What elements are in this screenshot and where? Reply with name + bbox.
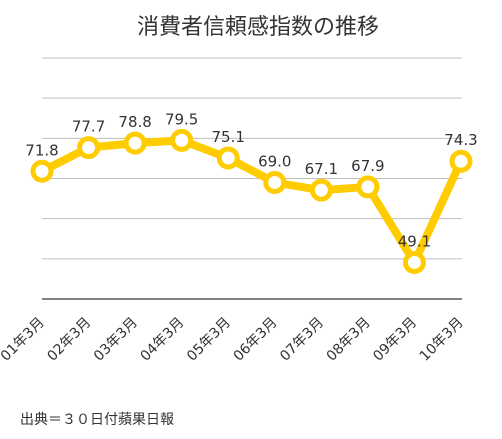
- x-tick-label: 03年3月: [91, 315, 141, 365]
- x-tick-label: 02年3月: [44, 315, 94, 365]
- data-point: [216, 146, 240, 170]
- data-label: 67.9: [351, 157, 384, 175]
- data-label: 69.0: [258, 153, 291, 171]
- data-label: 79.5: [165, 110, 198, 128]
- grid-lines: [42, 57, 462, 260]
- data-labels: 71.8 77.7 78.8 79.5 75.1 69.0 67.1 67.9 49.1 74.3: [25, 110, 477, 250]
- series-line-path: [38, 136, 465, 267]
- x-tick-label: 01年3月: [0, 315, 48, 365]
- data-markers: [30, 128, 473, 274]
- data-point: [170, 128, 194, 152]
- data-label: 78.8: [118, 113, 151, 131]
- x-tick-label: 08年3月: [324, 315, 374, 365]
- data-point: [449, 149, 473, 173]
- data-point: [30, 159, 54, 183]
- chart-title: 消費者信頼感指数の推移: [137, 15, 379, 40]
- data-label: 75.1: [212, 128, 245, 146]
- data-point: [402, 250, 426, 274]
- data-label: 74.3: [444, 131, 477, 149]
- data-point: [263, 171, 287, 195]
- data-label: 77.7: [72, 118, 105, 136]
- data-label: 71.8: [25, 141, 58, 159]
- data-point: [356, 175, 380, 199]
- x-tick-labels: 01年3月02年3月03年3月04年3月05年3月06年3月07年3月08年3月…: [0, 315, 467, 365]
- data-point: [123, 131, 147, 155]
- x-tick-label: 07年3月: [277, 315, 327, 365]
- x-tick-label: 04年3月: [137, 315, 187, 365]
- x-tick-label: 06年3月: [231, 315, 281, 365]
- series-line: [38, 136, 465, 267]
- x-tick-label: 10年3月: [417, 315, 467, 365]
- data-label: 67.1: [305, 160, 338, 178]
- x-tick-label: 05年3月: [184, 315, 234, 365]
- data-point: [77, 136, 101, 160]
- x-tick-label: 09年3月: [370, 315, 420, 365]
- source-note: 出典＝３０日付蘋果日報: [20, 412, 174, 428]
- data-label: 49.1: [398, 232, 431, 250]
- data-point: [309, 178, 333, 202]
